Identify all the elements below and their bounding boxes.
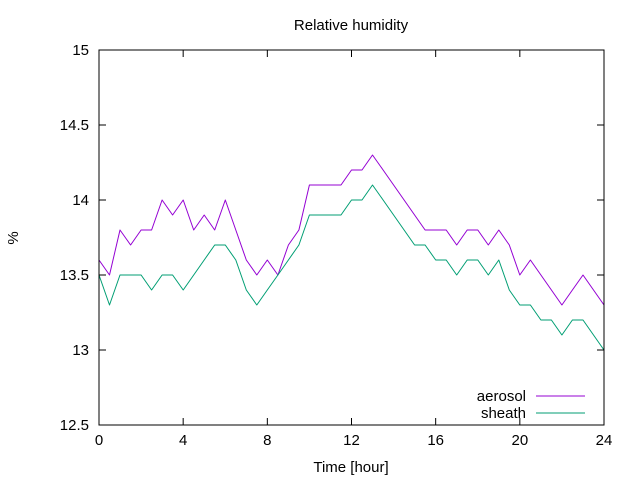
y-tick-label: 12.5 <box>60 417 89 434</box>
x-tick-label: 12 <box>343 432 360 449</box>
chart-title: Relative humidity <box>294 17 409 34</box>
x-tick-label: 16 <box>427 432 444 449</box>
series-layer <box>98 154 605 351</box>
x-tick-label: 0 <box>95 432 103 449</box>
y-tick-label: 13 <box>72 342 89 359</box>
legend-label-sheath: sheath <box>481 405 526 422</box>
legend: aerosol sheath <box>477 388 585 422</box>
series-line-aerosol <box>98 154 605 306</box>
y-tick-label: 14 <box>72 192 89 209</box>
legend-label-aerosol: aerosol <box>477 388 526 405</box>
y-tick-label: 15 <box>72 42 89 59</box>
tick-layer: 0 4 8 12 16 20 24 12.5 13 13.5 14 14.5 15 <box>60 42 613 449</box>
y-axis-title: % <box>5 231 22 244</box>
series-line-sheath <box>98 184 605 351</box>
x-tick-label: 4 <box>179 432 187 449</box>
x-tick-label: 20 <box>511 432 528 449</box>
x-tick-label: 8 <box>263 432 271 449</box>
plot-frame <box>98 49 605 426</box>
y-tick-label: 14.5 <box>60 117 89 134</box>
x-axis-title: Time [hour] <box>313 459 388 476</box>
x-tick-label: 24 <box>596 432 613 449</box>
y-tick-label: 13.5 <box>60 267 89 284</box>
